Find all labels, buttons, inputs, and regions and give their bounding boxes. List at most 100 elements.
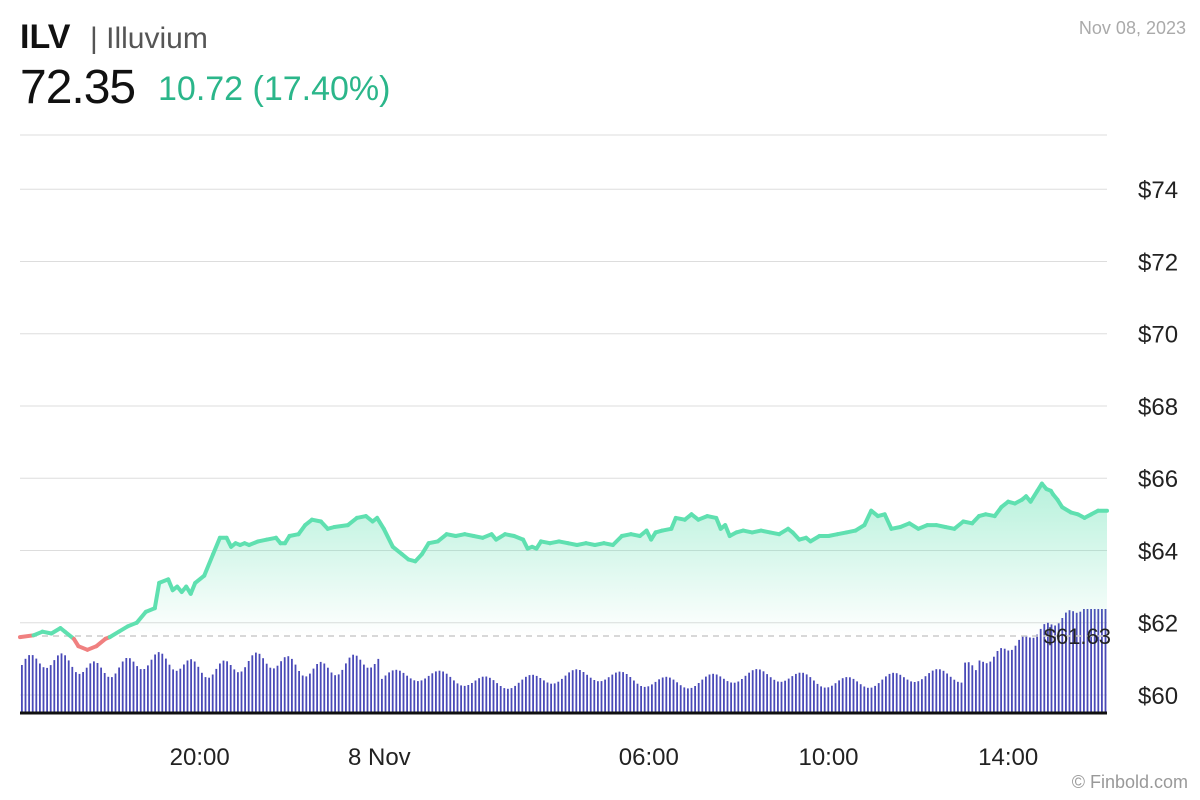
volume-bar [35, 658, 38, 713]
volume-bar [791, 676, 794, 713]
volume-bar [625, 674, 628, 713]
volume-bar [1104, 609, 1107, 713]
volume-bar [507, 688, 509, 713]
volume-bar [348, 657, 351, 713]
volume-bar [633, 680, 635, 713]
volume-bar [1057, 623, 1060, 713]
x-tick-label: 20:00 [170, 744, 230, 771]
y-tick-label: $64 [1138, 538, 1178, 565]
volume-bar [870, 687, 873, 713]
volume-bar [201, 672, 203, 713]
volume-bar [319, 661, 322, 713]
volume-bar [82, 672, 84, 713]
volume-bar [1097, 609, 1100, 713]
volume-bar [787, 678, 790, 713]
volume-bar [208, 677, 210, 713]
y-tick-label: $60 [1138, 683, 1178, 710]
volume-bar [575, 669, 578, 713]
volume-bar [179, 668, 182, 713]
volume-bar [157, 652, 160, 713]
volume-bar [1086, 609, 1089, 713]
price-line-segment [381, 526, 395, 549]
volume-bar [780, 681, 783, 713]
volume-bar [204, 677, 207, 713]
volume-bar [312, 668, 315, 713]
volume-bar [712, 673, 714, 713]
volume-bar [384, 675, 387, 713]
x-tick-label: 8 Nov [348, 744, 411, 771]
volume-bar [1072, 611, 1074, 713]
volume-bar [327, 667, 329, 713]
volume-bar [960, 682, 963, 713]
volume-bar [96, 663, 99, 713]
volume-bar [175, 670, 178, 713]
volume-bar [643, 686, 646, 713]
x-tick-label: 14:00 [978, 744, 1038, 771]
volume-bar [1061, 618, 1064, 713]
volume-bar [845, 677, 848, 713]
volume-bar [456, 683, 459, 713]
volume-bar [442, 671, 444, 713]
volume-bar [798, 672, 801, 713]
volume-bar [931, 670, 934, 713]
volume-bar [863, 686, 866, 713]
volume-bar [985, 663, 988, 713]
volume-bar [21, 665, 23, 713]
x-tick-label: 10:00 [798, 744, 858, 771]
volume-bar [496, 683, 498, 713]
volume-bar [467, 685, 470, 713]
volume-bar [125, 658, 128, 713]
volume-bar [492, 680, 495, 713]
volume-bar [823, 687, 826, 713]
volume-bar [449, 676, 452, 713]
volume-bar [186, 660, 189, 713]
volume-bar [355, 655, 358, 713]
volume-bar [481, 676, 484, 713]
volume-bar [906, 679, 909, 713]
volume-bar [190, 659, 192, 713]
volume-bar [265, 663, 268, 713]
volume-bar [251, 655, 254, 713]
volume-bar [939, 669, 941, 713]
volume-bar [820, 686, 822, 713]
volume-bar [967, 662, 970, 713]
volume-bar [463, 685, 466, 713]
volume-bar [553, 683, 556, 713]
volume-bar [85, 667, 88, 713]
volume-bar [694, 686, 696, 713]
volume-bar [953, 679, 956, 713]
volume-bar [478, 678, 480, 713]
volume-bar [42, 667, 45, 713]
price-change: 10.72 (17.40%) [158, 70, 391, 108]
volume-bar [982, 661, 984, 713]
volume-bar [276, 665, 279, 713]
volume-bar [417, 681, 419, 713]
price-line-segment [375, 515, 386, 531]
volume-bar [1083, 609, 1085, 713]
price-line-segment [882, 512, 894, 531]
volume-bar [255, 652, 257, 713]
volume-bar [816, 683, 819, 713]
volume-bar [935, 669, 938, 713]
volume-bars: $61.63 [20, 609, 1111, 715]
volume-bar [604, 679, 606, 713]
volume-bar [647, 686, 650, 713]
volume-bar [373, 664, 376, 713]
volume-bar [233, 669, 236, 713]
volume-bar [402, 672, 405, 713]
volume-bar [744, 675, 747, 713]
volume-bar [129, 658, 131, 713]
volume-bar [708, 674, 711, 713]
volume-bar [301, 675, 304, 713]
volume-bar [546, 682, 549, 713]
volume-bar [1014, 645, 1017, 713]
volume-bar [431, 673, 434, 713]
volume-bar [24, 658, 27, 713]
volume-bar [849, 677, 851, 713]
volume-bar [485, 676, 488, 713]
volume-bar [618, 671, 621, 713]
volume-bar [917, 681, 920, 713]
volume-bar [759, 669, 761, 713]
volume-bar [827, 687, 830, 713]
volume-bar [795, 673, 797, 713]
